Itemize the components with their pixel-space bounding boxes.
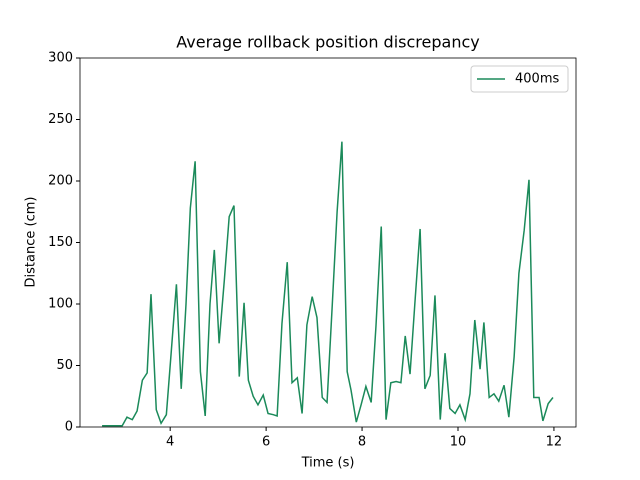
y-tick-label: 0 xyxy=(65,420,73,435)
x-tick-label: 12 xyxy=(546,435,563,450)
y-tick-label: 50 xyxy=(56,358,73,373)
y-axis-label: Distance (cm) xyxy=(24,197,39,288)
legend-box xyxy=(470,65,569,93)
x-axis-label: Time (s) xyxy=(301,456,355,471)
x-tick-label: 4 xyxy=(166,435,174,450)
x-tick-label: 6 xyxy=(262,435,270,450)
chart-title: Average rollback position discrepancy xyxy=(176,33,479,52)
y-tick-label: 150 xyxy=(48,235,73,250)
x-tick-label: 10 xyxy=(450,435,467,450)
y-tick-label: 200 xyxy=(48,174,73,189)
y-tick-label: 250 xyxy=(48,112,73,127)
x-tick-label: 8 xyxy=(358,435,366,450)
y-tick-label: 300 xyxy=(48,51,73,66)
y-tick-label: 100 xyxy=(48,297,73,312)
legend-label: 400ms xyxy=(515,72,559,87)
data-line xyxy=(102,141,554,427)
plot-frame xyxy=(79,57,577,428)
